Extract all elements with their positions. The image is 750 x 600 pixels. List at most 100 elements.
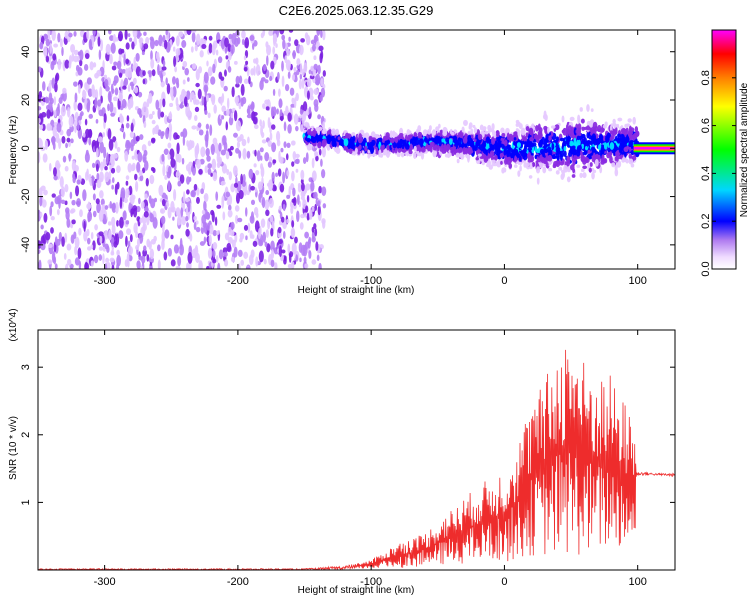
- heatmap-cell: [224, 259, 229, 267]
- heatmap-cell: [299, 73, 303, 80]
- heatmap-cell: [249, 35, 255, 41]
- heatmap-cell: [479, 124, 484, 131]
- heatmap-cell: [133, 56, 136, 68]
- heatmap-cell: [129, 96, 134, 107]
- heatmap-cell: [302, 157, 307, 165]
- heatmap-cell: [132, 77, 137, 85]
- heatmap-cell: [90, 232, 94, 240]
- heatmap-cell: [500, 127, 505, 134]
- heatmap-cell: [175, 207, 181, 217]
- heatmap-cell: [182, 191, 186, 203]
- heatmap-cell: [269, 215, 274, 223]
- heatmap-cell: [300, 38, 305, 43]
- heatmap-cell: [559, 150, 565, 158]
- heatmap-cell: [628, 158, 634, 165]
- heatmap-cell: [590, 146, 595, 152]
- heatmap-cell: [80, 111, 84, 117]
- heatmap-cell: [217, 56, 223, 64]
- heatmap-cell: [309, 145, 313, 151]
- heatmap-cell: [73, 119, 79, 127]
- heatmap-cell: [632, 116, 636, 125]
- heatmap-cell: [133, 222, 138, 234]
- heatmap-cell: [392, 130, 396, 136]
- heatmap-cell: [306, 90, 310, 100]
- heatmap-cell: [484, 157, 489, 162]
- heatmap-cell: [263, 63, 267, 72]
- heatmap-cell: [110, 112, 116, 117]
- heatmap-cell: [168, 112, 173, 120]
- heatmap-cell: [295, 125, 299, 132]
- heatmap-cell: [563, 150, 567, 158]
- heatmap-cell: [400, 152, 405, 158]
- heatmap-cell: [577, 118, 581, 124]
- heatmap-cell: [317, 141, 322, 149]
- heatmap-cell: [106, 152, 109, 164]
- heatmap-cell: [270, 259, 275, 268]
- heatmap-cell: [66, 137, 71, 143]
- heatmap-cell: [445, 137, 449, 142]
- heatmap-cell: [277, 239, 283, 245]
- heatmap-cell: [287, 124, 292, 134]
- heatmap-cell: [129, 196, 135, 205]
- heatmap-cell: [56, 208, 60, 216]
- heatmap-cell: [494, 140, 498, 147]
- heatmap-cell: [195, 82, 200, 88]
- heatmap-cell: [300, 124, 304, 133]
- heatmap-cell: [245, 235, 248, 241]
- heatmap-cell: [351, 144, 355, 150]
- heatmap-cell: [139, 174, 144, 182]
- heatmap-cell: [257, 181, 263, 191]
- heatmap-cell: [585, 145, 588, 151]
- heatmap-cell: [287, 112, 292, 122]
- heatmap-cell: [312, 43, 316, 52]
- heatmap-cell: [71, 199, 76, 206]
- heatmap-cell: [73, 31, 77, 37]
- heatmap-cell: [99, 235, 103, 244]
- heatmap-cell: [68, 115, 74, 128]
- heatmap-cell: [73, 81, 78, 87]
- heatmap-cell: [233, 60, 238, 65]
- heatmap-cell: [106, 261, 111, 269]
- heatmap-cell: [320, 158, 323, 167]
- heatmap-cell: [295, 92, 299, 102]
- heatmap-cell: [39, 211, 43, 218]
- heatmap-cell: [161, 71, 166, 77]
- heatmap-cell: [279, 115, 284, 121]
- heatmap-cell: [597, 154, 601, 163]
- heatmap-cell: [69, 191, 73, 200]
- heatmap-cell: [589, 162, 593, 167]
- heatmap-cell: [145, 36, 150, 45]
- heatmap-cell: [197, 88, 202, 100]
- heatmap-cell: [296, 58, 301, 66]
- heatmap-cell: [235, 147, 240, 154]
- heatmap-cell: [198, 129, 204, 136]
- heatmap-cell: [243, 78, 249, 84]
- heatmap-cell: [267, 140, 273, 148]
- heatmap-cell: [74, 164, 79, 172]
- heatmap-cell: [128, 37, 133, 42]
- heatmap-cell: [230, 221, 235, 230]
- heatmap-cell: [136, 32, 142, 37]
- heatmap-cell: [126, 115, 130, 122]
- heatmap-cell: [179, 237, 183, 250]
- heatmap-cell: [66, 128, 72, 137]
- heatmap-cell: [247, 136, 250, 144]
- heatmap-cell: [157, 244, 161, 252]
- heatmap-cell: [66, 106, 71, 118]
- heatmap-cell: [318, 148, 322, 156]
- heatmap-cell: [207, 247, 213, 259]
- heatmap-cell: [252, 240, 258, 247]
- heatmap-cell: [236, 180, 242, 193]
- heatmap-cell: [619, 133, 625, 141]
- heatmap-cell: [265, 229, 269, 238]
- heatmap-cell: [464, 143, 468, 148]
- heatmap-cell: [84, 152, 90, 163]
- heatmap-cell: [261, 196, 266, 209]
- heatmap-cell: [300, 182, 305, 192]
- heatmap-cell: [54, 236, 58, 246]
- heatmap-cell: [319, 94, 323, 102]
- heatmap-cell: [187, 142, 191, 151]
- heatmap-cell: [88, 38, 93, 50]
- heatmap-cell: [529, 141, 533, 146]
- heatmap-cell: [130, 144, 134, 152]
